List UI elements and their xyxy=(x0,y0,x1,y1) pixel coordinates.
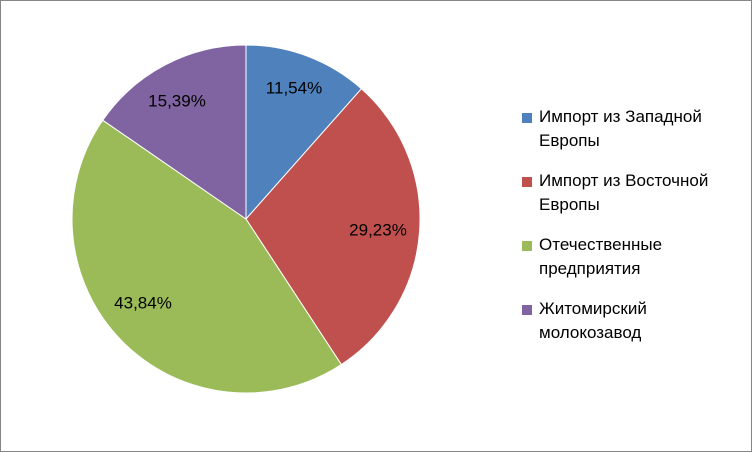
legend-label: Житомирский молокозавод xyxy=(539,299,647,342)
data-label: 11,54% xyxy=(266,78,322,97)
legend-item-zhytomyr-dairy: Житомирский молокозавод xyxy=(522,297,742,361)
legend-label: Отечественные предприятия xyxy=(539,235,663,278)
data-label: 15,39% xyxy=(148,91,206,110)
data-label: 29,23% xyxy=(349,220,407,239)
pie-slice-domestic-enterprises xyxy=(71,119,343,394)
legend-swatch xyxy=(522,177,532,187)
data-label: 43,84% xyxy=(114,293,172,312)
legend: Импорт из Западной Европы Импорт из Вост… xyxy=(522,105,742,361)
legend-label: Импорт из Восточной Европы xyxy=(539,171,709,214)
pie-slice-western-europe-import xyxy=(245,44,363,221)
legend-swatch xyxy=(522,241,532,251)
legend-swatch xyxy=(522,113,532,123)
legend-swatch xyxy=(522,305,532,315)
legend-item-domestic-enterprises: Отечественные предприятия xyxy=(522,233,742,297)
legend-item-western-europe-import: Импорт из Западной Европы xyxy=(522,105,742,169)
pie-slice-zhytomyr-dairy xyxy=(102,44,247,220)
legend-label: Импорт из Западной Европы xyxy=(539,107,702,150)
legend-item-eastern-europe-import: Импорт из Восточной Европы xyxy=(522,169,742,233)
pie-slice-eastern-europe-import xyxy=(245,88,421,366)
